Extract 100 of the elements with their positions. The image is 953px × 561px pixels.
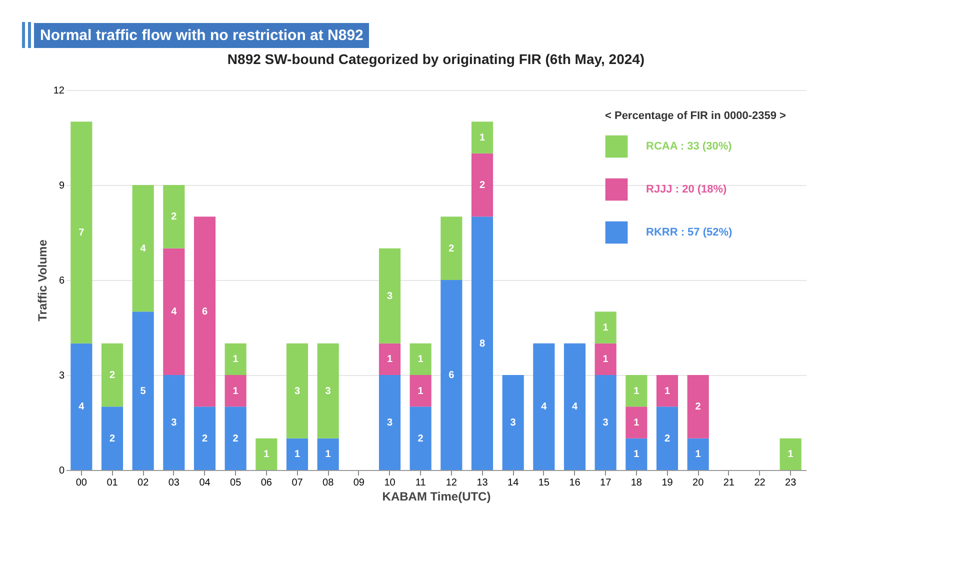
x-tick-label: 14 <box>508 478 520 488</box>
bar <box>224 343 246 375</box>
x-tick-label: 01 <box>106 478 118 488</box>
bar <box>194 216 216 407</box>
y-tick-label: 0 <box>58 466 65 476</box>
x-tick-label: 08 <box>322 478 334 488</box>
bar <box>626 438 648 470</box>
data-label: 2 <box>664 433 670 444</box>
x-tick-label: 00 <box>76 478 88 488</box>
data-label: 2 <box>109 370 116 381</box>
data-label: 1 <box>294 449 300 460</box>
y-tick-label: 12 <box>53 86 65 96</box>
data-label: 1 <box>386 354 393 366</box>
data-label: 2 <box>232 433 239 444</box>
legend-label: RCAA : 33 (30%) <box>646 140 732 152</box>
x-tick-label: 07 <box>292 478 304 488</box>
data-label: 4 <box>541 402 548 413</box>
bar <box>101 343 124 407</box>
data-label: 1 <box>634 386 640 397</box>
data-label: 3 <box>510 418 516 428</box>
data-label: 2 <box>109 433 116 444</box>
bar <box>163 248 185 375</box>
data-label: 3 <box>171 418 178 428</box>
bar <box>163 375 185 470</box>
data-label: 2 <box>171 212 178 223</box>
data-label: 2 <box>202 433 208 444</box>
x-tick-label: 09 <box>353 478 365 488</box>
data-label: 3 <box>386 290 393 302</box>
data-label: 2 <box>418 433 424 444</box>
bar <box>626 406 648 438</box>
x-tick-label: 13 <box>476 478 488 488</box>
bar <box>132 185 154 312</box>
bar <box>471 216 494 470</box>
bar <box>594 375 616 470</box>
bar <box>656 375 678 407</box>
bar <box>656 406 678 470</box>
bar <box>687 438 709 470</box>
x-tick-label: 19 <box>662 478 674 488</box>
bar <box>101 406 124 470</box>
x-tick-label: 06 <box>260 478 272 488</box>
data-label: 1 <box>264 449 270 460</box>
data-label: 1 <box>325 449 332 460</box>
bar <box>626 375 648 407</box>
x-axis-title: KABAM Time(UTC) <box>382 490 491 504</box>
data-label: 1 <box>602 354 609 366</box>
data-label: 3 <box>294 386 300 397</box>
data-label: 3 <box>602 418 609 428</box>
data-label: 3 <box>386 418 393 428</box>
legend-label: RJJJ : 20 (18%) <box>646 184 728 196</box>
data-label: 1 <box>634 418 640 428</box>
x-tick-label: 03 <box>168 478 180 488</box>
x-tick-label: 22 <box>754 478 766 488</box>
data-label: 3 <box>325 386 332 397</box>
data-label: 2 <box>479 180 486 191</box>
y-tick-label: 6 <box>58 276 65 286</box>
bar <box>132 312 154 470</box>
data-label: 1 <box>602 322 609 334</box>
data-label: 4 <box>572 402 578 413</box>
bar <box>256 438 278 470</box>
legend-label: RKRR : 57 (52%) <box>646 226 733 238</box>
data-label: 6 <box>202 306 208 318</box>
data-label: 8 <box>479 338 486 350</box>
x-tick-label: 15 <box>538 478 550 488</box>
legend-title: < Percentage of FIR in 0000-2359 > <box>605 110 786 122</box>
data-label: 7 <box>78 228 85 238</box>
x-tick-label: 21 <box>723 478 735 488</box>
bar <box>163 185 185 248</box>
data-label: 1 <box>695 449 702 460</box>
x-tick-label: 16 <box>569 478 581 488</box>
y-tick-label: 9 <box>58 180 65 192</box>
x-tick-label: 04 <box>199 478 211 488</box>
bar <box>440 216 462 280</box>
x-tick-label: 20 <box>692 478 704 488</box>
x-tick-label: 11 <box>415 478 426 488</box>
data-label: 1 <box>634 449 640 460</box>
bar <box>224 375 246 407</box>
text: Normal traffic flow with no restriction at N892 <box>34 22 370 48</box>
data-label: 1 <box>418 354 424 366</box>
data-label: 1 <box>479 132 486 144</box>
data-label: 2 <box>448 243 455 254</box>
bar <box>594 312 616 344</box>
x-tick-label: 18 <box>630 478 642 488</box>
bar <box>378 248 401 344</box>
bar <box>224 406 246 470</box>
bar <box>410 375 432 407</box>
bar <box>317 343 339 438</box>
bar <box>286 343 308 438</box>
x-tick-label: 02 <box>138 478 150 488</box>
bar <box>378 343 401 375</box>
data-label: 4 <box>78 402 85 413</box>
bar <box>317 438 339 470</box>
data-label: 4 <box>140 243 146 254</box>
x-tick-label: 17 <box>600 478 612 488</box>
x-tick-label: 05 <box>230 478 242 488</box>
bar <box>70 122 92 344</box>
data-label: 6 <box>448 370 455 381</box>
bar <box>687 375 709 438</box>
data-label: 4 <box>171 306 178 318</box>
bar <box>780 438 802 470</box>
y-axis-title: Traffic Volume <box>35 239 50 322</box>
